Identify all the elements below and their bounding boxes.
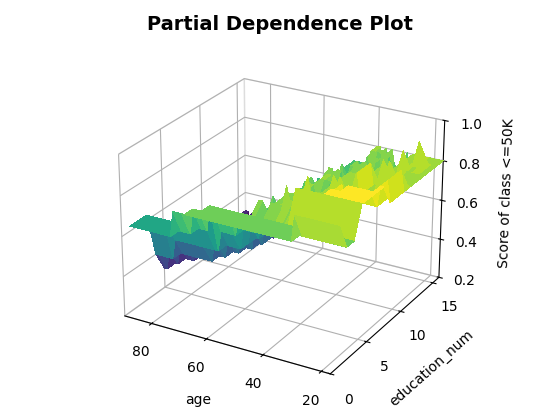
X-axis label: age: age bbox=[185, 393, 211, 407]
Title: Partial Dependence Plot: Partial Dependence Plot bbox=[147, 15, 413, 34]
Y-axis label: education_num: education_num bbox=[386, 328, 476, 410]
